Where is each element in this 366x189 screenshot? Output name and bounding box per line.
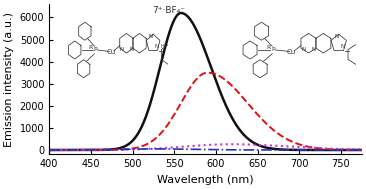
X-axis label: Wavelength (nm): Wavelength (nm) bbox=[157, 175, 254, 185]
Y-axis label: Emission intensity (a.u.): Emission intensity (a.u.) bbox=[4, 12, 14, 147]
Text: 7⁺·BF₄⁻: 7⁺·BF₄⁻ bbox=[152, 6, 185, 15]
